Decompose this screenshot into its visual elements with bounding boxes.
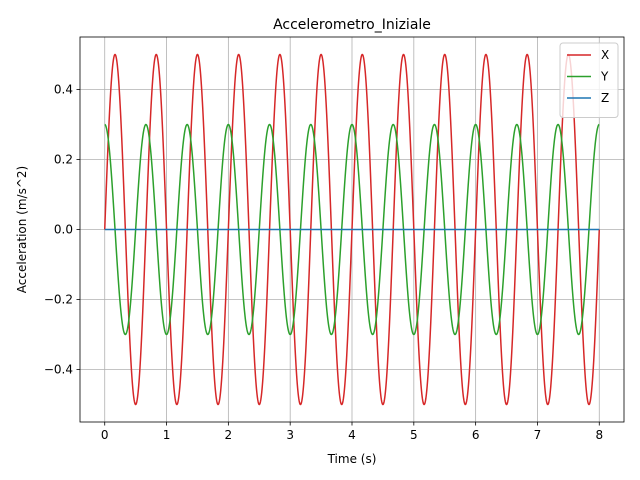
legend-label-y: Y — [600, 70, 609, 84]
x-tick-label: 0 — [101, 428, 109, 442]
y-axis-label: Acceleration (m/s^2) — [15, 166, 29, 293]
series-line-y — [104, 123, 600, 336]
x-tick-label: 6 — [472, 428, 480, 442]
x-tick-label: 5 — [410, 428, 418, 442]
x-tick-label: 1 — [163, 428, 171, 442]
x-tick-label: 7 — [534, 428, 542, 442]
x-tick-label: 3 — [286, 428, 294, 442]
legend: XYZ — [559, 42, 619, 118]
y-tick-label: 0.4 — [54, 83, 73, 97]
x-tick-label: 4 — [348, 428, 356, 442]
series-lines — [103, 53, 601, 406]
x-axis-label: Time (s) — [327, 452, 377, 466]
x-tick-label: 8 — [595, 428, 603, 442]
y-tick-label: −0.4 — [44, 363, 73, 377]
y-tick-label: 0.2 — [54, 153, 73, 167]
y-tick-label: −0.2 — [44, 293, 73, 307]
axis-ticks: 0 1 2 3 4 5 6 7 8 −0.4 −0.2 0.0 0.2 0.4 — [44, 83, 603, 443]
y-tick-label: 0.0 — [54, 223, 73, 237]
legend-box — [559, 42, 619, 118]
x-tick-label: 2 — [225, 428, 233, 442]
legend-label-x: X — [601, 48, 609, 62]
chart-title: Accelerometro_Iniziale — [273, 17, 431, 33]
legend-label-z: Z — [601, 91, 609, 105]
